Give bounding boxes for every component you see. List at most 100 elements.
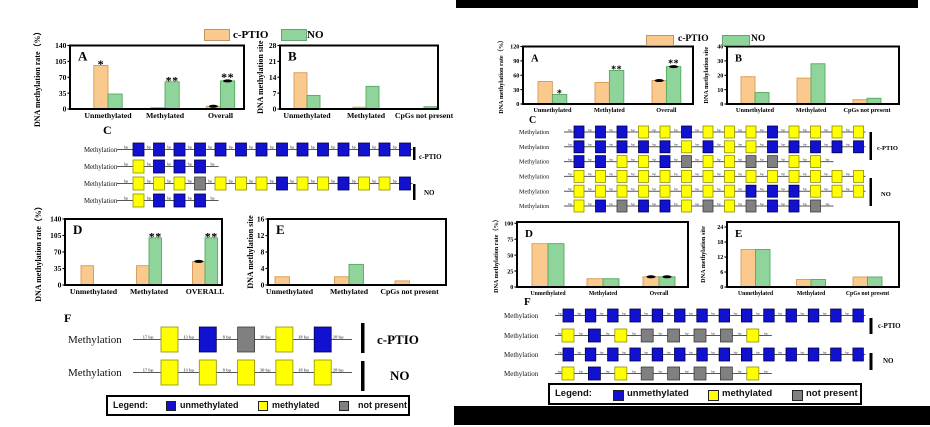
methylated-site-box (788, 169, 800, 183)
bar-c-PTIO-Overall (651, 80, 667, 105)
unmethylated-site-box (745, 184, 757, 198)
not-present-site-box (237, 326, 256, 353)
y-axis-label: DNA methylation site (703, 47, 710, 104)
bp-segment-label: 18 bp (298, 334, 309, 339)
unmethylated-label: unmethylated (627, 387, 689, 399)
not-present-site-box (640, 366, 654, 381)
bp-segment-label: bp (631, 187, 635, 191)
methylation-row: Methylation bp bp bp bp bp bp bp bp bp bp bp bp bp (519, 155, 834, 169)
unmethylated-site-box (588, 366, 601, 381)
unmethylated-site-box (807, 347, 820, 362)
bp-segment-label: bp (568, 143, 572, 147)
not-present-label: not present (358, 399, 408, 410)
bar-c-PTIO-Methylated (586, 278, 604, 288)
row-label: Methylation (519, 144, 549, 151)
y-tick-label: 7 (273, 89, 277, 98)
bp-segment-label: bp (568, 202, 572, 206)
y-tick-label: 18 (717, 239, 723, 246)
unmethylated-site-box (399, 176, 411, 191)
group-bracket (361, 361, 365, 391)
methylated-site-box (153, 176, 165, 191)
unmethylated-site-box (659, 140, 671, 154)
bp-segment-label: bp (588, 202, 592, 206)
bp-segment-label: bp (695, 202, 699, 206)
x-category-label: Unmethylated (738, 291, 774, 297)
bp-segment-label: bp (717, 172, 721, 176)
methylated-site-box (702, 184, 714, 198)
bp-segment-label: 13 bp (183, 367, 194, 372)
bar-c-PTIO-Methylated (136, 265, 150, 286)
plot-frame (522, 45, 694, 105)
unmethylated-site-box (629, 347, 641, 362)
unmethylated-site-box (651, 347, 664, 362)
bp-segment-label: bp (558, 350, 562, 354)
unmethylated-site-box (763, 308, 775, 323)
methylation-row: Methylation bp bp bp bp bp bp bp bp bp (504, 328, 772, 343)
bp-segment-label: bp (652, 187, 656, 191)
row-label: Methylation (504, 312, 539, 320)
group-bracket (869, 318, 873, 334)
bar-c-PTIO-CpGs not present (852, 276, 868, 288)
group-bracket (361, 323, 365, 353)
bar-NO-Unmethylated (547, 243, 565, 288)
not-present-site-box (681, 155, 692, 169)
row-label: Methylation (504, 332, 539, 340)
unmethylated-site-box (767, 184, 778, 198)
bp-segment-label: bp (738, 331, 742, 335)
bp-segment-label: bp (631, 157, 635, 161)
unmethylated-site-box (198, 326, 217, 353)
not-present-site-box (720, 366, 733, 381)
methylation-row: Methylation 17 bp 13 bp 8 bp 30 bp 18 bp 28 bp (68, 326, 352, 353)
bp-segment-label: bp (249, 179, 253, 183)
unmethylated-site-box (573, 140, 585, 154)
bp-segment-label: bp (695, 187, 699, 191)
bp-segment-label: bp (659, 369, 663, 373)
bp-segment-label: bp (781, 202, 785, 206)
unmethylated-site-box (276, 176, 288, 191)
x-category-label: OVERALL (186, 287, 225, 296)
y-axis-label: DNA methylation rate（%） (33, 202, 43, 302)
bp-segment-label: bp (738, 172, 742, 176)
bp-segment-label: bp (147, 145, 151, 149)
bp-segment-label: bp (760, 157, 764, 161)
bp-segment-label: bp (778, 311, 782, 315)
y-tick-label: 30 (513, 87, 519, 94)
methylated-site-box (132, 193, 145, 208)
row-label: Methylation (519, 129, 549, 136)
unmethylated-swatch (166, 401, 176, 411)
methylated-site-box (853, 169, 864, 183)
not-present-site-box (767, 155, 778, 169)
bp-segment-label: bp (685, 369, 689, 373)
methylated-site-box (767, 169, 778, 183)
group-label-NO: NO (883, 357, 894, 365)
y-tick-label: 0 (516, 101, 519, 108)
no-swatch (722, 34, 750, 46)
significance-mark: ** (205, 229, 218, 243)
bp-segment-label: bp (558, 369, 562, 373)
group-label-c-PTIO: c-PTIO (877, 145, 898, 152)
row-label: Methylation (84, 198, 118, 205)
bp-segment-label: bp (311, 179, 315, 183)
unmethylated-site-box (785, 347, 797, 362)
methylated-site-box (595, 169, 606, 183)
unmethylated-site-box (852, 347, 864, 362)
methylation-row: Methylation bp bp bp bp bp bp bp bp bp bp bp bp bp bp (504, 347, 866, 362)
color-key-legend-left: Legend: unmethylated methylated not pres… (106, 395, 410, 416)
not-present-site-box (720, 328, 733, 343)
x-category-label: Unmethylated (736, 107, 775, 114)
unmethylated-site-box (399, 142, 411, 157)
bp-segment-label: bp (711, 311, 715, 315)
y-tick-label: 24 (717, 224, 723, 231)
bp-segment-label: bp (188, 162, 192, 166)
bp-segment-label: bp (667, 311, 671, 315)
unmethylated-site-box (696, 347, 708, 362)
bp-segment-label: bp (229, 179, 233, 183)
no-legend-label: NO (751, 34, 766, 44)
y-tick-label: 50 (507, 252, 513, 259)
bp-segment-label: bp (579, 331, 583, 335)
methylated-site-box (317, 176, 329, 191)
unmethylated-site-box (584, 347, 597, 362)
unmethylated-site-box (629, 308, 641, 323)
bp-segment-label: bp (578, 311, 582, 315)
